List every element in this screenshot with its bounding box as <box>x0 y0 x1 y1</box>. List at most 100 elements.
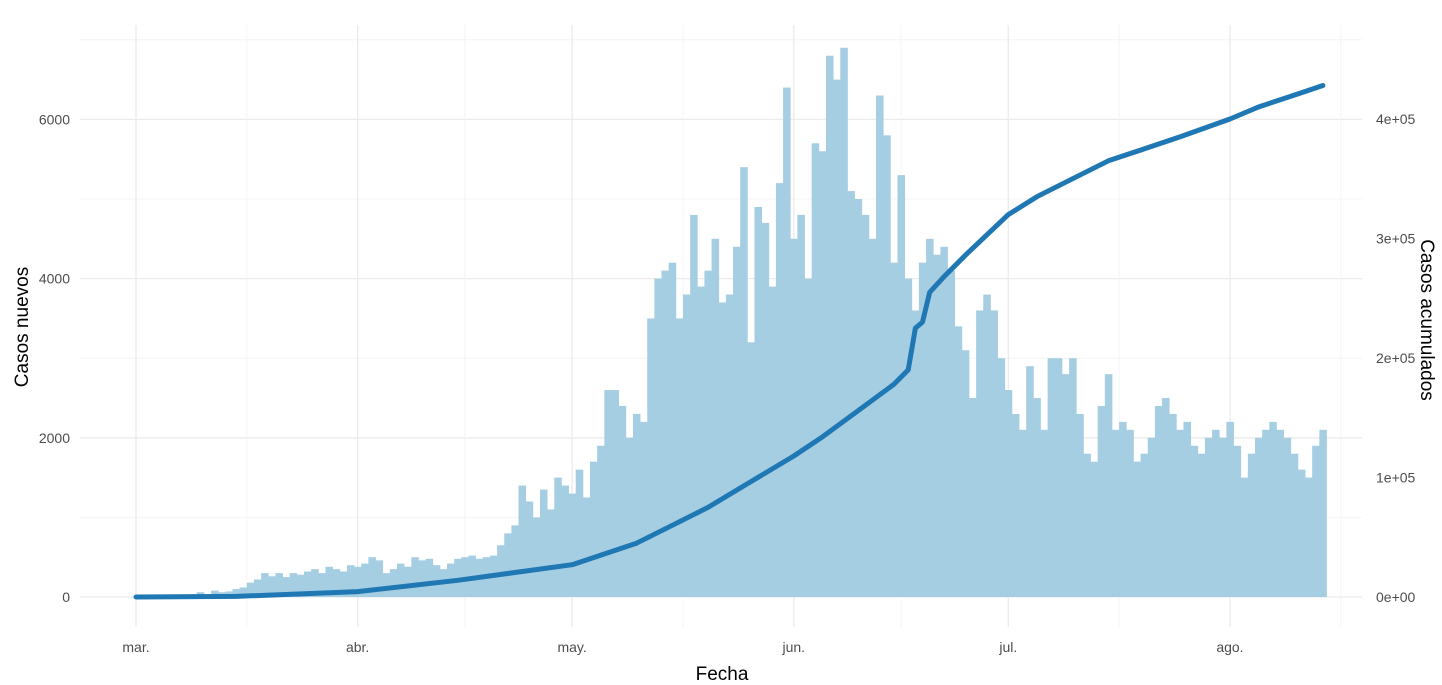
bar <box>346 565 355 597</box>
bar <box>1004 390 1013 597</box>
line-series-casos-acumulados <box>133 83 1326 600</box>
x-tick-label: abr. <box>346 639 369 655</box>
y2-tick-label: 0e+00 <box>1376 589 1416 605</box>
bar <box>590 461 598 597</box>
y2-tick-label: 4e+05 <box>1376 111 1416 127</box>
bar <box>947 270 956 597</box>
y2-tick-label: 1e+05 <box>1376 470 1416 486</box>
bar <box>339 571 348 597</box>
bar <box>868 238 877 598</box>
x-axis-title: Fecha <box>696 664 749 685</box>
bar <box>918 262 927 597</box>
bar <box>1104 374 1113 597</box>
bar <box>1076 413 1084 597</box>
bar <box>754 206 763 597</box>
bar <box>547 509 555 597</box>
bar <box>775 183 784 597</box>
bar <box>1283 437 1292 597</box>
bar <box>625 437 634 597</box>
y2-tick-label: 3e+05 <box>1376 231 1416 247</box>
bar <box>368 557 376 597</box>
bar <box>926 238 934 598</box>
bar <box>968 398 977 597</box>
bar <box>783 87 791 597</box>
bar <box>325 566 334 597</box>
cumulative-line <box>133 83 1326 600</box>
bar <box>761 222 770 597</box>
bar <box>246 582 255 597</box>
bar <box>1011 413 1020 597</box>
bar <box>1226 421 1234 597</box>
bar <box>725 294 734 597</box>
bar <box>361 563 369 597</box>
bar <box>1204 437 1213 597</box>
bar <box>1240 477 1249 597</box>
y2-axis-title: Casos acumulados <box>1416 239 1437 401</box>
bar <box>904 278 913 597</box>
bar <box>1290 453 1299 597</box>
bar <box>275 573 283 597</box>
bar <box>404 566 412 597</box>
bar <box>554 477 562 597</box>
bar <box>1269 421 1277 597</box>
y-axis-title: Casos nuevos <box>12 267 33 387</box>
bar <box>983 294 991 597</box>
bar <box>733 246 741 597</box>
bar <box>1312 445 1320 597</box>
bar <box>532 517 541 597</box>
bar <box>497 545 505 597</box>
bar <box>811 143 820 597</box>
bar <box>1197 453 1206 597</box>
bar <box>668 262 677 597</box>
bar <box>740 167 748 597</box>
x-tick-label: jun. <box>782 639 806 655</box>
bar <box>825 55 834 598</box>
x-tick-label: jul. <box>998 639 1017 655</box>
bar <box>318 573 326 597</box>
bar <box>675 318 684 597</box>
bar <box>990 310 998 597</box>
bar <box>332 569 341 597</box>
bar <box>418 560 426 597</box>
bar <box>311 569 319 597</box>
bar <box>711 238 720 598</box>
bar <box>961 350 970 597</box>
bar <box>618 405 627 597</box>
x-tick-label: may. <box>557 639 586 655</box>
bar <box>697 286 705 597</box>
bar <box>690 214 698 598</box>
bar <box>747 342 755 597</box>
bar <box>854 199 863 597</box>
bar <box>818 151 827 598</box>
bar <box>1183 421 1192 597</box>
bar <box>954 326 963 597</box>
bar <box>1119 421 1127 597</box>
bar <box>382 573 391 597</box>
bar <box>1319 429 1327 597</box>
bar <box>1169 413 1177 597</box>
bar-series-casos-nuevos <box>189 47 1327 598</box>
bar <box>1111 429 1120 597</box>
bar <box>1069 358 1077 597</box>
bar <box>1212 429 1220 597</box>
bar <box>268 576 276 597</box>
bar <box>261 573 269 597</box>
bar <box>682 294 691 597</box>
bar <box>239 587 248 597</box>
tick-labels: mar. abr. may. jun. jul. ago. 0 2000 4000 6000 0e+… <box>39 111 1416 655</box>
bar <box>897 175 906 597</box>
bar <box>232 589 241 597</box>
bar <box>876 95 884 598</box>
bar <box>289 573 298 597</box>
bar <box>1147 437 1156 597</box>
bar <box>840 47 848 597</box>
bar <box>704 270 712 597</box>
bar <box>411 557 419 597</box>
bar <box>933 254 941 597</box>
x-tick-label: mar. <box>122 639 149 655</box>
bar <box>1019 429 1027 597</box>
bar <box>1097 405 1106 597</box>
y-tick-label: 2000 <box>39 430 70 446</box>
bar <box>718 302 727 597</box>
bar <box>883 135 891 597</box>
